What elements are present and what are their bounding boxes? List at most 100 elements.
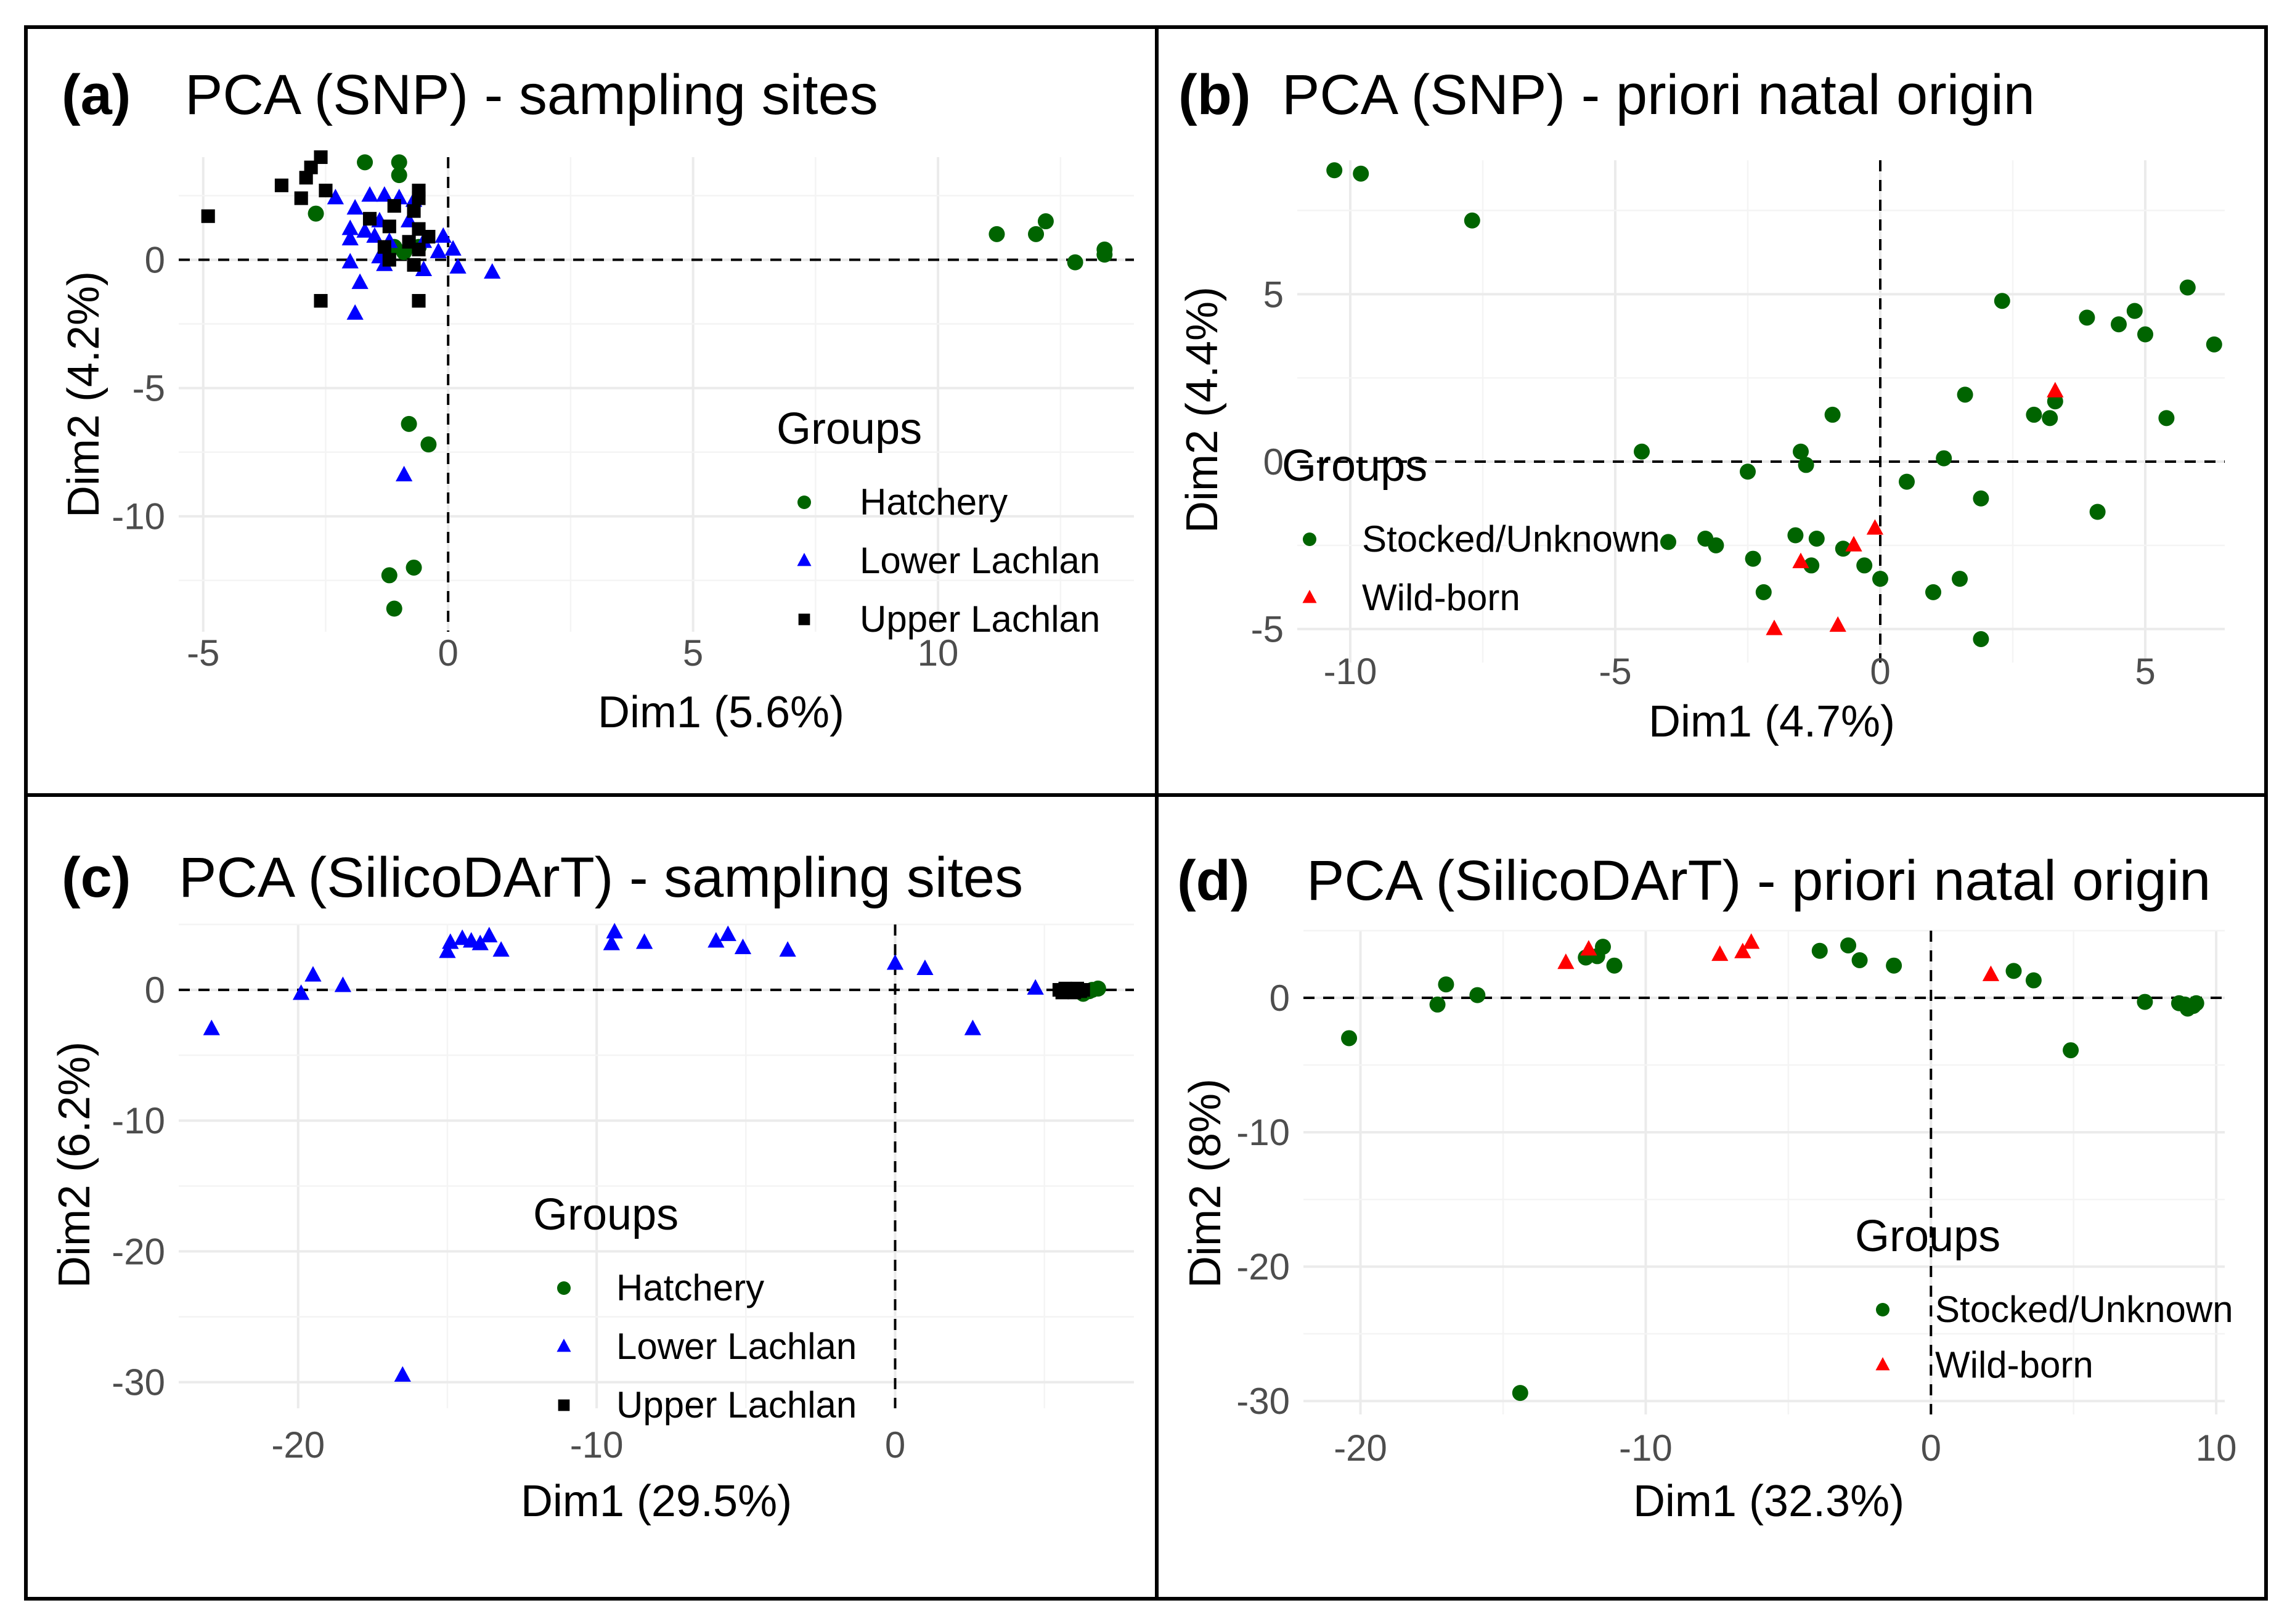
data-point — [1787, 527, 1804, 544]
data-point — [1840, 937, 1857, 953]
x-tick-label: 0 — [885, 1424, 905, 1466]
data-point — [341, 229, 359, 246]
data-point — [1899, 473, 1915, 490]
data-point — [1734, 942, 1751, 958]
data-point — [351, 273, 369, 289]
grid — [179, 923, 1134, 1408]
data-point — [366, 227, 383, 243]
data-point — [1438, 976, 1454, 993]
data-point — [886, 954, 904, 970]
data-point — [430, 242, 447, 258]
y-tick-label: -5 — [132, 368, 165, 409]
data-point — [1594, 939, 1611, 955]
legend: Groups Stocked/Unknown Wild-born — [1282, 441, 1660, 618]
x-tick-label: -10 — [570, 1424, 624, 1466]
series-stocked-unknown — [1326, 162, 2222, 647]
legend-label: Upper Lachlan — [616, 1384, 857, 1426]
data-point — [449, 258, 467, 274]
data-point — [635, 933, 653, 949]
data-point — [2158, 410, 2175, 426]
y-axis-label: Dim2 (4.2%) — [59, 271, 108, 518]
data-point — [2079, 309, 2095, 326]
x-tick-label: 5 — [2135, 651, 2155, 692]
data-point — [422, 229, 436, 244]
data-point — [346, 304, 364, 320]
data-point — [420, 436, 437, 453]
data-point — [1829, 616, 1846, 632]
y-tick-label: -30 — [1236, 1381, 1290, 1422]
data-point — [2137, 994, 2153, 1010]
data-point — [1952, 571, 1968, 587]
x-tick-label: -10 — [1619, 1427, 1673, 1469]
panel-title: PCA (SNP) - sampling sites — [185, 63, 878, 126]
data-point — [1957, 386, 1973, 403]
data-point — [1886, 957, 1902, 974]
y-tick-label: 5 — [1263, 274, 1284, 315]
data-point — [386, 600, 402, 617]
data-point — [304, 160, 318, 174]
legend: Groups Stocked/Unknown Wild-born — [1855, 1212, 2233, 1385]
legend-title: Groups — [1855, 1212, 2000, 1261]
legend-key — [557, 1281, 571, 1295]
x-tick-label: 10 — [918, 632, 959, 674]
x-tick-label: -5 — [1599, 651, 1631, 692]
data-point — [1824, 406, 1841, 423]
data-point — [292, 984, 310, 1000]
x-tick-label: 0 — [1870, 651, 1890, 692]
data-point — [1872, 571, 1888, 587]
panel-title: PCA (SilicoDArT) - priori natal origin — [1307, 849, 2211, 912]
data-point — [964, 1019, 982, 1035]
data-point — [434, 227, 452, 243]
y-tick-label: -20 — [1236, 1246, 1290, 1287]
data-point — [1027, 979, 1044, 995]
series-wild-born — [1557, 933, 2000, 981]
legend-label: Hatchery — [616, 1267, 764, 1308]
series-wild-born — [1766, 382, 2064, 635]
data-point — [442, 933, 459, 949]
legend-label: Stocked/Unknown — [1362, 518, 1660, 560]
data-point — [2042, 410, 2058, 426]
data-point — [314, 150, 328, 165]
legend-key — [797, 553, 812, 566]
data-point — [387, 199, 401, 213]
data-point — [719, 925, 736, 941]
panel-tag: (a) — [62, 63, 131, 126]
y-tick-label: 0 — [1263, 441, 1284, 483]
data-point — [1353, 165, 1369, 182]
data-point — [1464, 212, 1480, 229]
panel-tag: (d) — [1177, 849, 1249, 912]
data-point — [381, 567, 397, 584]
data-point — [481, 926, 498, 942]
data-point — [2026, 406, 2042, 423]
panel-title: PCA (SilicoDArT) - sampling sites — [179, 846, 1023, 909]
data-point — [382, 253, 396, 267]
panel-d: -20 -10 0 10 -30 -20 -10 0 (d) PCA (SilicoDArT) -… — [1177, 849, 2236, 1526]
data-point — [406, 559, 422, 576]
x-tick-label: 0 — [1921, 1427, 1941, 1469]
data-point — [1708, 537, 1724, 553]
data-point — [308, 205, 324, 222]
data-point — [1793, 443, 1809, 460]
legend-label: Wild-born — [1935, 1344, 2093, 1385]
panel-title: PCA (SNP) - priori natal origin — [1282, 63, 2035, 126]
data-point — [361, 186, 378, 202]
x-axis-label: Dim1 (5.6%) — [598, 688, 844, 737]
data-point — [341, 219, 359, 235]
legend-key — [797, 496, 811, 509]
data-point — [314, 294, 328, 308]
data-point — [1037, 213, 1054, 230]
x-tick-label: 0 — [438, 632, 458, 674]
data-point — [439, 942, 456, 958]
data-point — [395, 465, 413, 481]
data-point — [1973, 490, 1989, 507]
legend-title: Groups — [533, 1190, 679, 1239]
legend-key — [556, 1339, 571, 1352]
y-tick-label: -10 — [112, 1100, 165, 1141]
data-point — [2206, 336, 2222, 353]
data-point — [1660, 534, 1676, 550]
legend-label: Upper Lachlan — [860, 598, 1100, 640]
grid — [1303, 929, 2225, 1414]
data-point — [304, 966, 322, 982]
data-point — [2047, 382, 2064, 398]
data-point — [1808, 530, 1825, 547]
